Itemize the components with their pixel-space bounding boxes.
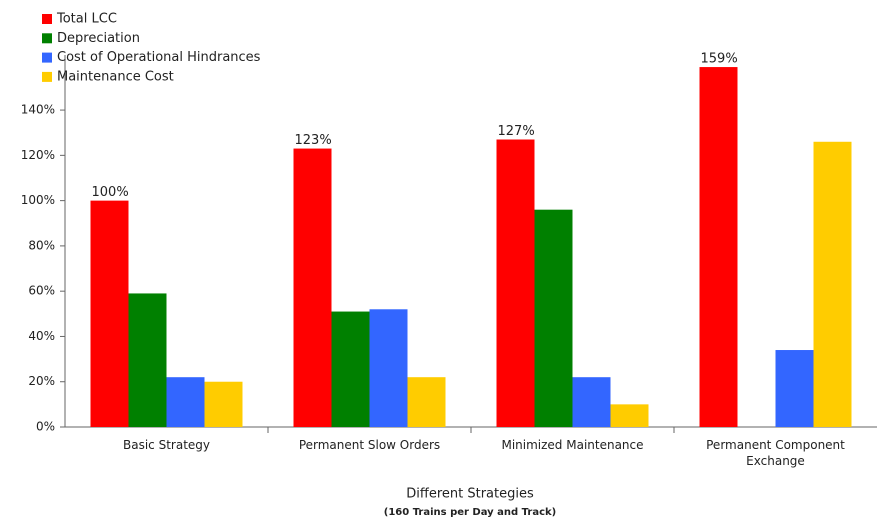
y-tick-label: 100%: [21, 193, 55, 207]
bar: [699, 67, 738, 427]
bar: [293, 148, 332, 427]
y-tick-label: 140%: [21, 103, 55, 117]
legend-swatch: [42, 52, 52, 63]
bar: [572, 377, 611, 427]
x-tick-label: Basic Strategy: [123, 438, 210, 452]
y-tick-label: 20%: [28, 374, 55, 388]
bar: [610, 404, 649, 427]
legend-label: Total LCC: [56, 12, 117, 27]
x-tick-label: Permanent Slow Orders: [298, 438, 441, 452]
bar: [407, 377, 446, 427]
legend-label: Cost of Operational Hindrances: [57, 50, 261, 65]
bar: [369, 309, 408, 427]
y-tick-label: 0%: [36, 420, 55, 434]
x-axis-subtitle: (160 Trains per Day and Track): [384, 507, 556, 518]
bar: [813, 141, 852, 427]
y-tick-label: 120%: [21, 148, 55, 162]
y-tick-label: 80%: [28, 238, 55, 252]
legend-label: Maintenance Cost: [57, 69, 174, 84]
bar: [534, 209, 573, 427]
bar: [496, 139, 535, 427]
y-tick-label: 40%: [28, 329, 55, 343]
bar: [128, 293, 167, 427]
x-tick-label: Minimized Maintenance: [501, 438, 644, 452]
bar: [331, 311, 370, 427]
data-label: 123%: [295, 133, 332, 148]
legend-swatch: [42, 71, 52, 82]
legend-label: Depreciation: [57, 31, 140, 46]
bar: [204, 381, 243, 427]
x-axis-title: Different Strategies: [406, 487, 534, 502]
bar: [90, 200, 129, 427]
legend-swatch: [42, 33, 52, 44]
legend-swatch: [42, 14, 52, 24]
data-label: 127%: [498, 124, 535, 139]
y-tick-label: 60%: [28, 284, 55, 298]
x-tick-label: Permanent Component Exchange: [706, 438, 845, 468]
bar: [166, 377, 205, 427]
data-label: 100%: [92, 185, 129, 200]
data-label: 159%: [701, 52, 738, 67]
bar: [775, 350, 814, 427]
